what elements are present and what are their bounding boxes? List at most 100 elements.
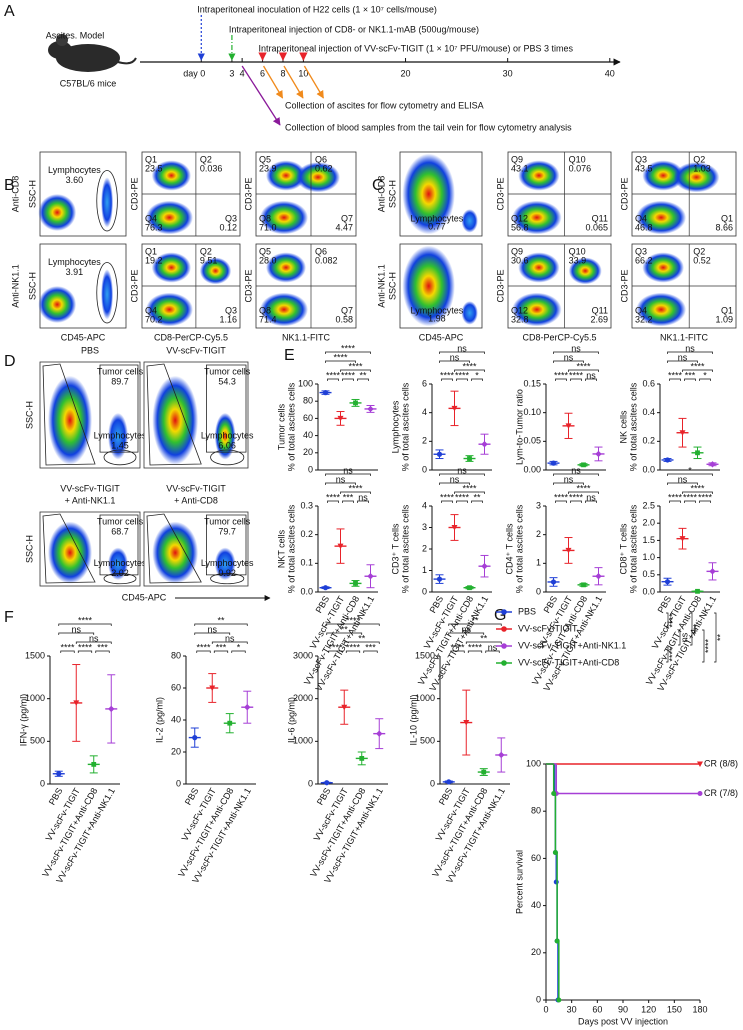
sig-label: ns (586, 492, 596, 502)
mean-marker (341, 704, 348, 711)
sig-label: ns (457, 343, 467, 353)
legend-marker (501, 660, 507, 666)
quadrant-value: 43.1 (511, 163, 529, 173)
row-label: Anti-NK1.1 (10, 264, 20, 308)
y-tick-label: 500 (30, 736, 45, 746)
sig-bracket (667, 482, 698, 485)
sig-label: **** (450, 642, 465, 652)
sig-label: ns (586, 370, 596, 380)
sig-label: **** (554, 492, 569, 502)
sig-label: ** (471, 615, 479, 625)
sig-bracket (714, 612, 717, 663)
y-tick-label: 0.4 (642, 407, 655, 417)
gate-label: Tumor cells (97, 366, 144, 376)
y-tick-label: 2000 (293, 693, 313, 703)
sig-label: ns (450, 474, 460, 484)
y-axis-label: % of total ascites cells (400, 382, 410, 471)
y-tick-label: 0 (308, 778, 313, 788)
y-tick-label: 0.3 (300, 500, 313, 510)
density-blob (296, 162, 340, 193)
sig-label: **** (346, 642, 361, 652)
gate (96, 262, 118, 324)
y-tick-label: 0 (536, 994, 541, 1004)
density-blob (38, 194, 77, 231)
y-axis-label: Percent survival (514, 850, 524, 914)
mean-marker (322, 390, 329, 396)
collection-text: Collection of blood samples from the tai… (285, 122, 572, 132)
mean-marker (446, 779, 452, 785)
quadrant-value: 0.58 (335, 314, 353, 324)
y-tick-label: 0.5 (642, 569, 655, 579)
gate (96, 170, 118, 232)
y-tick-label: 80 (303, 396, 313, 406)
axis-label: SSC-H (24, 535, 34, 563)
quadrant-name: Q3 (635, 246, 647, 256)
density-blob (642, 160, 684, 191)
sig-bracket (325, 351, 371, 354)
mean-marker (664, 457, 671, 463)
y-axis-label: % of total ascites cells (514, 504, 524, 593)
y-tick-label: 2.5 (642, 500, 655, 510)
y-tick-label: 0 (176, 778, 181, 788)
quadrant-name: Q2 (693, 246, 705, 256)
density-blob (518, 252, 560, 283)
sig-bracket (77, 650, 93, 653)
mean-marker (436, 451, 443, 457)
arrow (303, 65, 324, 99)
sig-bracket (231, 650, 246, 653)
y-tick-label: 0 (422, 464, 427, 474)
gate-value: 6.06 (218, 441, 236, 451)
gate-label: Lymphocytes (48, 165, 101, 175)
sig-label: **** (569, 370, 584, 380)
y-tick-label: 0.0 (300, 586, 313, 596)
axis-label: CD3-PE (619, 177, 629, 210)
axis-label: CD3-PE (619, 269, 629, 302)
x-tick-label: PBS (437, 786, 455, 807)
quadrant-value: 0.036 (200, 163, 223, 173)
sig-bracket (669, 378, 681, 381)
quadrant-value: 43.5 (635, 163, 653, 173)
quadrant-name: Q4 (635, 213, 647, 223)
gate-label: Lymphocytes (201, 431, 254, 441)
sig-bracket (568, 491, 599, 494)
quadrant-name: Q5 (259, 154, 271, 164)
sig-bracket (585, 378, 597, 381)
sig-label: **** (78, 615, 93, 625)
y-tick-label: 0 (430, 778, 435, 788)
density-blob (568, 257, 602, 285)
y-tick-label: 0.0 (642, 464, 655, 474)
sig-label: **** (348, 361, 363, 371)
sig-bracket (667, 351, 713, 354)
timeline-tick-label: 6 (260, 68, 265, 78)
axis-label: SSC-H (27, 272, 37, 300)
mean-marker (367, 573, 374, 580)
sig-bracket (682, 491, 713, 494)
axis-label: CD8-PerCP-Cy5.5 (154, 332, 228, 342)
quadrant-name: Q4 (145, 305, 157, 315)
sig-label: *** (365, 642, 376, 652)
mean-marker (565, 423, 572, 429)
quadrant-name: Q3 (635, 154, 647, 164)
mean-marker (498, 751, 505, 759)
quadrant-name: Q2 (693, 154, 705, 164)
sig-bracket (325, 473, 371, 476)
sig-label: **** (576, 361, 591, 371)
mean-marker (324, 780, 330, 786)
density-blob (48, 375, 92, 465)
sig-bracket (194, 623, 248, 626)
density-blob (636, 292, 687, 327)
sig-bracket (702, 629, 705, 663)
gate-label: Lymphocytes (411, 214, 464, 224)
mean-marker (436, 576, 443, 582)
sig-bracket (570, 378, 582, 381)
quadrant-name: Q6 (315, 154, 327, 164)
y-axis-label: CD4⁺ T cells (504, 523, 514, 574)
sig-label: ns (461, 624, 471, 634)
axis-label: NK1.1-FITC (660, 332, 709, 342)
quadrant-value: 1.03 (693, 163, 711, 173)
sig-bracket (439, 482, 470, 485)
sig-bracket (328, 650, 343, 653)
mean-marker (565, 547, 572, 554)
sig-label: * (475, 370, 479, 380)
quadrant-value: 0.065 (585, 222, 608, 232)
